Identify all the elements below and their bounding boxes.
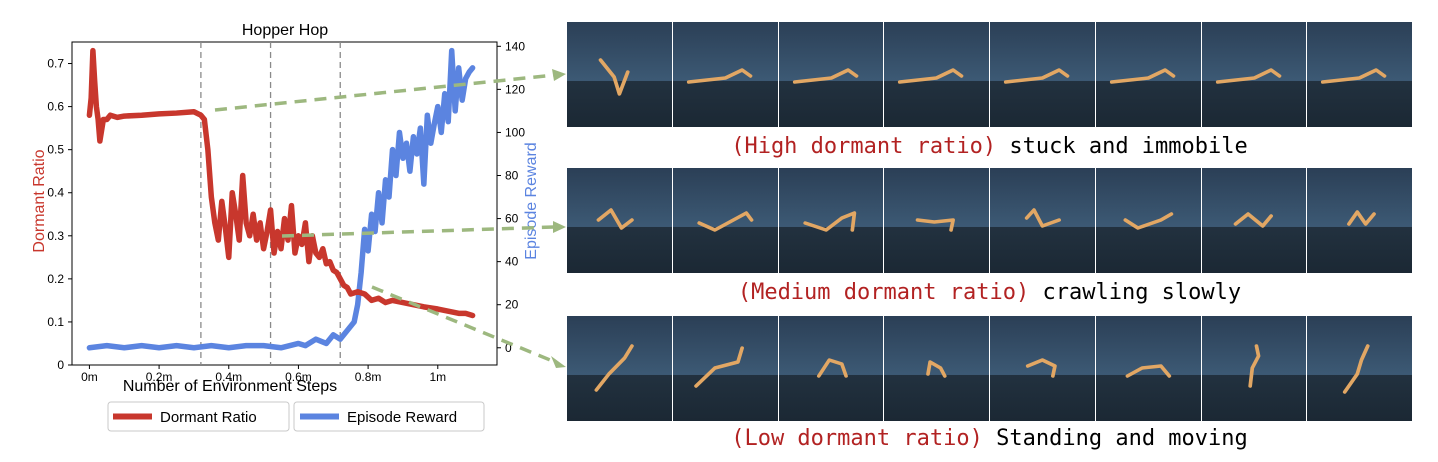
- y-right-tick-label: 80: [505, 169, 519, 183]
- sim-frame: [1095, 168, 1201, 273]
- y-right-tick-label: 140: [505, 39, 525, 53]
- sim-frame: [778, 168, 884, 273]
- sim-frame: [1095, 316, 1201, 421]
- sim-frame: [778, 316, 884, 421]
- sim-frame: [1095, 22, 1201, 127]
- sim-frame: [1307, 22, 1412, 127]
- frame-strip-medium: [567, 168, 1412, 273]
- x-tick-label: 0.6m: [285, 370, 312, 384]
- sim-frame: [990, 22, 1095, 127]
- sim-frame: [1201, 168, 1307, 273]
- caption-high-accent: (High dormant ratio): [731, 134, 997, 159]
- legend-box-reward: [293, 401, 485, 432]
- x-tick-label: 0.4m: [215, 370, 242, 384]
- caption-low-accent: (Low dormant ratio): [731, 426, 983, 451]
- y-left-tick-label: 0: [57, 358, 64, 372]
- x-tick-label: 0.8m: [355, 370, 382, 384]
- y-left-tick-label: 0.5: [47, 143, 64, 157]
- sim-frame: [567, 168, 672, 273]
- sim-frame: [1307, 168, 1412, 273]
- legend-label-reward: Episode Reward: [347, 409, 457, 426]
- sim-frame: [884, 316, 989, 421]
- sim-frame: [672, 22, 778, 127]
- caption-high-text: stuck and immobile: [996, 134, 1248, 159]
- y-left-tick-label: 0.7: [47, 57, 64, 71]
- y-right-tick-label: 20: [505, 298, 519, 312]
- caption-low: (Low dormant ratio) Standing and moving: [567, 426, 1412, 451]
- hopper-hop-chart: Hopper Hop 0m 0.2m 0.4m 0.6m 0.8m 1m 0 0.1 0.2 0.…: [31, 22, 540, 432]
- plot-frame: [71, 41, 498, 366]
- legend-box-dormant: [107, 401, 290, 432]
- caption-low-text: Standing and moving: [982, 426, 1248, 451]
- y-axis-left-label: Dormant Ratio: [31, 149, 48, 252]
- y-right-tick-label: 0: [505, 341, 512, 355]
- y-right-tick-label: 40: [505, 255, 519, 269]
- y-left-tick-label: 0.1: [47, 315, 64, 329]
- y-left-tick-label: 0.2: [47, 272, 64, 286]
- sim-frame: [778, 22, 884, 127]
- y-right-tick-label: 60: [505, 212, 519, 226]
- y-left-tick-label: 0.6: [47, 100, 64, 114]
- legend: Dormant Ratio Episode Reward: [107, 401, 485, 432]
- y-left-tick-label: 0.3: [47, 229, 64, 243]
- frame-strip-low: [567, 316, 1412, 421]
- x-tick-label: 0.2m: [146, 370, 173, 384]
- chart-title: Hopper Hop: [242, 22, 328, 39]
- caption-high: (High dormant ratio) stuck and immobile: [567, 134, 1412, 159]
- x-tick-label: 0m: [81, 370, 98, 384]
- sim-frame: [672, 168, 778, 273]
- y-right-tick-label: 120: [505, 82, 525, 96]
- caption-medium-accent: (Medium dormant ratio): [737, 280, 1030, 305]
- sim-frame: [990, 168, 1095, 273]
- sim-frame: [1307, 316, 1412, 421]
- sim-frame: [567, 316, 672, 421]
- episode-reward-line: [86, 47, 476, 351]
- sim-frame: [990, 316, 1095, 421]
- y-axis-right-label: Episode Reward: [523, 142, 540, 259]
- sim-frame: [1201, 316, 1307, 421]
- x-axis-label: Number of Environment Steps: [123, 378, 337, 395]
- caption-medium: (Medium dormant ratio) crawling slowly: [567, 280, 1412, 305]
- sim-frame: [884, 168, 989, 273]
- sim-frame: [884, 22, 989, 127]
- sim-frame: [1201, 22, 1307, 127]
- x-tick-label: 1m: [429, 370, 446, 384]
- y-right-tick-label: 100: [505, 125, 525, 139]
- sim-frame: [672, 316, 778, 421]
- legend-label-dormant: Dormant Ratio: [160, 409, 257, 426]
- y-left-tick-label: 0.4: [47, 186, 64, 200]
- dormant-ratio-line: [86, 47, 476, 319]
- frame-strip-high: [567, 22, 1412, 127]
- sim-frame: [567, 22, 672, 127]
- caption-medium-text: crawling slowly: [1029, 280, 1242, 305]
